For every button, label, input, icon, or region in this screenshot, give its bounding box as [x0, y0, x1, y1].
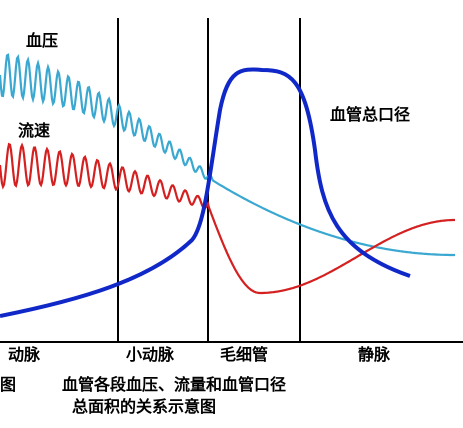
segment-label: 动脉 — [8, 345, 41, 364]
frame — [0, 18, 463, 343]
velocity-curve — [0, 142, 455, 295]
caption-line: 血管各段血压、流量和血管口径 — [62, 375, 286, 394]
segment-label: 小动脉 — [126, 345, 175, 364]
velocity-label: 流速 — [18, 121, 50, 140]
segment-label: 毛细管 — [220, 345, 268, 364]
area-label: 血管总口径 — [330, 105, 410, 124]
pressure-label: 血压 — [26, 31, 58, 50]
pressure-curve — [0, 53, 455, 257]
caption-prefix: 图 — [0, 375, 16, 394]
segment-label: 静脉 — [358, 345, 391, 364]
area-curve — [0, 67, 411, 318]
caption-line: 总面积的关系示意图 — [72, 397, 216, 416]
